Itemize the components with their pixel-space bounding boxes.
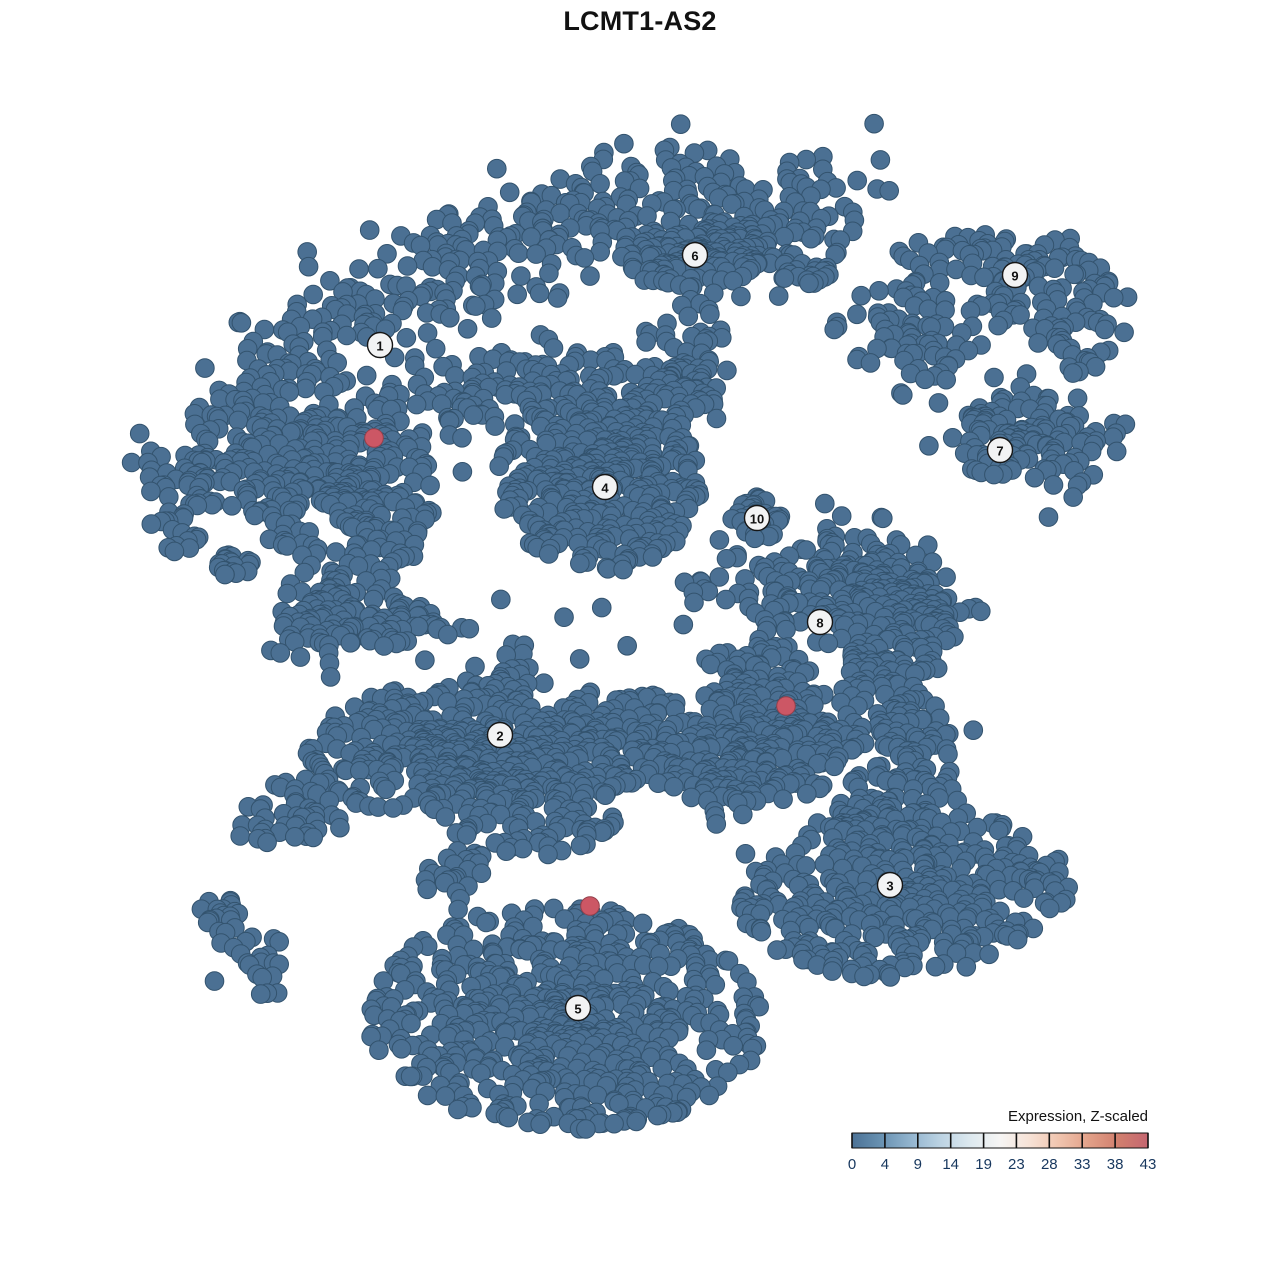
svg-text:10: 10 [750,512,764,527]
svg-text:7: 7 [996,444,1003,459]
svg-text:8: 8 [816,616,823,631]
svg-text:4: 4 [601,481,609,496]
svg-text:1: 1 [376,339,383,354]
svg-text:6: 6 [691,249,698,264]
svg-text:2: 2 [496,729,503,744]
svg-text:9: 9 [1011,269,1018,284]
svg-text:3: 3 [886,879,893,894]
svg-text:5: 5 [574,1002,581,1017]
